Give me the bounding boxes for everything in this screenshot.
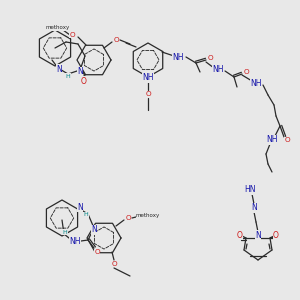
Text: O: O (81, 76, 87, 85)
Text: N: N (56, 64, 62, 74)
Text: N: N (77, 68, 83, 76)
Text: NH: NH (212, 65, 224, 74)
Text: O: O (273, 230, 279, 239)
Text: O: O (113, 37, 119, 43)
Text: O: O (69, 32, 75, 38)
Text: O: O (125, 215, 131, 221)
Text: N: N (77, 202, 83, 211)
Text: NH: NH (142, 74, 154, 82)
Text: O: O (94, 249, 100, 255)
Text: H: H (84, 212, 88, 217)
Text: methoxy: methoxy (136, 212, 160, 217)
Text: NH: NH (250, 79, 262, 88)
Text: O: O (207, 55, 213, 61)
Text: NH: NH (266, 136, 278, 145)
Text: O: O (145, 91, 151, 97)
Text: HN: HN (244, 185, 256, 194)
Text: O: O (243, 69, 249, 75)
Text: NH: NH (69, 238, 81, 247)
Text: H: H (63, 230, 68, 235)
Text: NH: NH (172, 52, 184, 62)
Text: O: O (284, 137, 290, 143)
Text: methoxy: methoxy (46, 26, 70, 31)
Text: H: H (66, 74, 70, 79)
Text: N: N (255, 230, 261, 239)
Text: O: O (237, 230, 243, 239)
Text: N: N (251, 203, 257, 212)
Text: O: O (111, 261, 117, 267)
Text: N: N (91, 226, 97, 235)
